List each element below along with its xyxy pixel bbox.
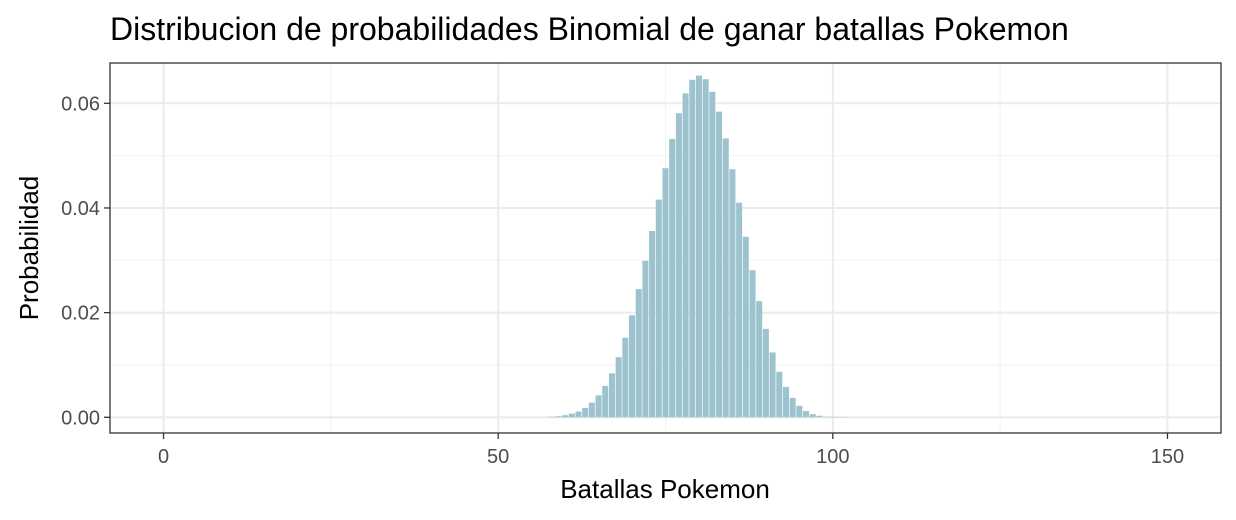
bar	[809, 414, 816, 418]
bar	[562, 415, 569, 418]
bar	[769, 352, 776, 418]
bar	[729, 169, 736, 418]
x-tick-label: 100	[816, 446, 849, 468]
x-tick-label: 0	[158, 446, 169, 468]
y-axis-title: Probabilidad	[14, 176, 44, 321]
bars	[548, 75, 850, 418]
bar	[575, 411, 582, 418]
y-tick-label: 0.02	[61, 303, 100, 325]
bar	[602, 385, 609, 418]
bar	[709, 91, 716, 418]
bar	[615, 357, 622, 418]
bar	[756, 301, 763, 418]
bar	[816, 415, 823, 418]
x-axis: 0 50 100 150	[158, 433, 1184, 468]
bar	[749, 270, 756, 418]
bar	[548, 416, 555, 418]
bar	[669, 138, 676, 418]
bar	[595, 395, 602, 418]
x-tick-label: 150	[1151, 446, 1184, 468]
bar	[635, 289, 642, 418]
bar	[649, 230, 656, 418]
bar	[702, 79, 709, 418]
bar	[716, 111, 723, 418]
bar	[762, 328, 769, 418]
bar	[796, 405, 803, 418]
bar	[689, 79, 696, 418]
bar	[662, 168, 669, 418]
bar	[776, 371, 783, 418]
x-axis-title: Batallas Pokemon	[560, 474, 770, 504]
y-tick-label: 0.00	[61, 407, 100, 429]
bar	[736, 202, 743, 418]
bar	[722, 138, 729, 418]
bar	[655, 199, 662, 418]
bar	[782, 386, 789, 418]
y-axis: 0.00 0.02 0.04 0.06	[61, 93, 110, 429]
bar	[682, 93, 689, 418]
bar	[742, 236, 749, 418]
panel-border	[109, 62, 1222, 434]
plot-area	[109, 62, 1222, 434]
bar	[622, 337, 629, 418]
bar	[568, 413, 575, 418]
bar	[789, 397, 796, 418]
bar	[642, 260, 649, 418]
bar	[829, 416, 836, 418]
bar	[629, 315, 636, 418]
y-tick-label: 0.06	[61, 93, 100, 115]
bar	[555, 416, 562, 418]
bar	[588, 402, 595, 418]
bar	[823, 416, 830, 418]
x-tick-label: 50	[487, 446, 509, 468]
chart-title: Distribucion de probabilidades Binomial …	[110, 11, 1069, 47]
bar	[803, 411, 810, 418]
bar	[675, 113, 682, 418]
bar	[608, 373, 615, 418]
y-tick-label: 0.04	[61, 198, 100, 220]
bar	[582, 407, 589, 418]
bar	[695, 75, 702, 418]
